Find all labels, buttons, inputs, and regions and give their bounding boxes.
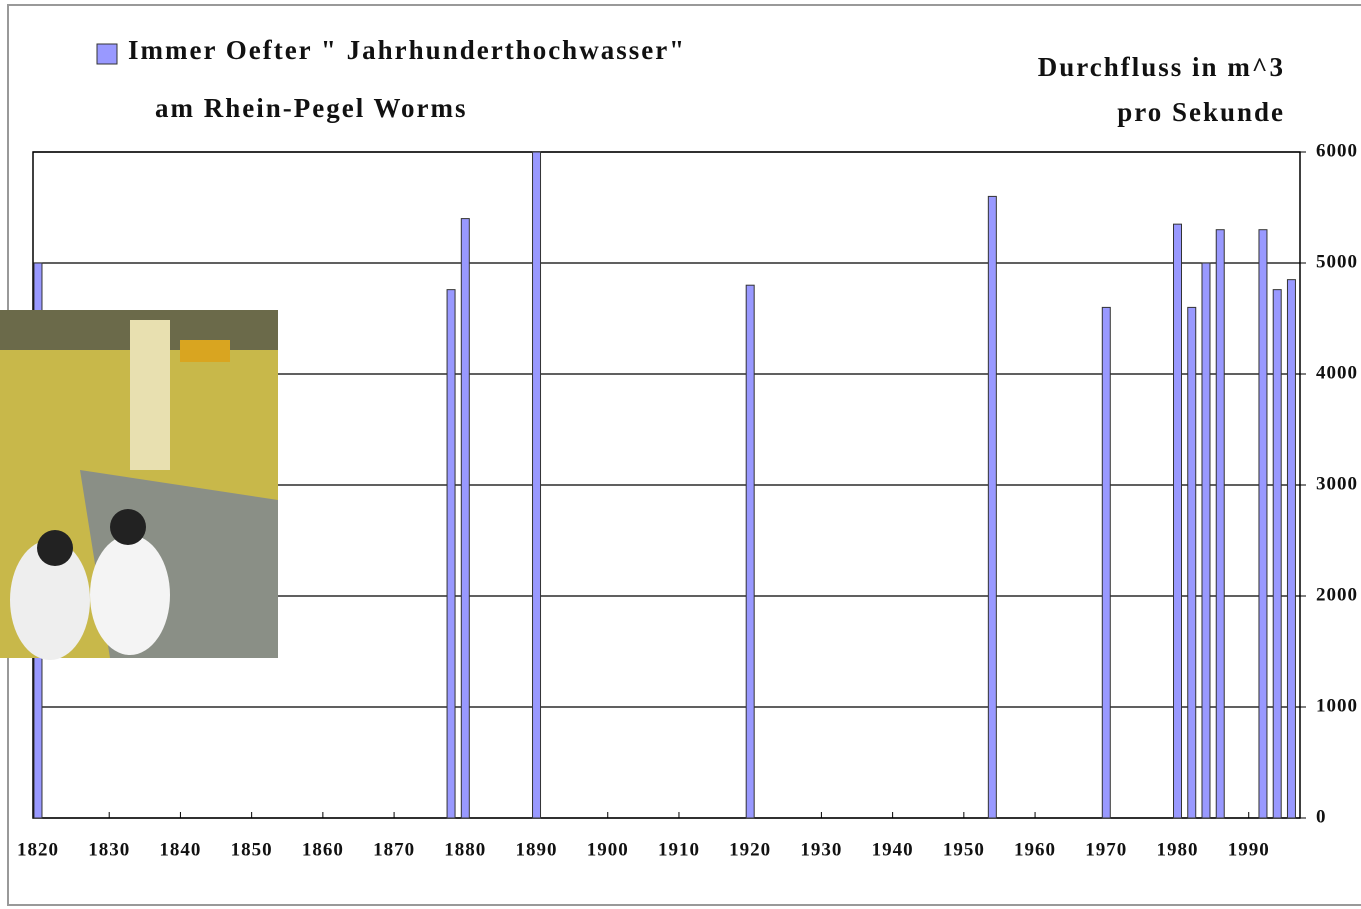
x-tick-label: 1840 — [159, 839, 201, 860]
subtitle: am Rhein-Pegel Worms — [155, 93, 467, 123]
photo-pillar — [130, 320, 170, 470]
bar — [1286, 279, 1296, 819]
x-tick-label: 1830 — [88, 839, 130, 860]
x-tick-label: 1910 — [658, 839, 700, 860]
x-tick-label: 1970 — [1085, 839, 1127, 860]
photo-person — [10, 540, 90, 660]
x-tick-label: 1990 — [1228, 839, 1270, 860]
legend-swatch — [96, 43, 118, 65]
bar — [460, 218, 470, 819]
x-tick-label: 1930 — [800, 839, 842, 860]
x-tick-label: 1920 — [729, 839, 771, 860]
x-tick-label: 1850 — [231, 839, 273, 860]
x-tick-label: 1860 — [302, 839, 344, 860]
bar — [1173, 223, 1183, 819]
bar — [987, 195, 997, 819]
x-tick-label: 1890 — [516, 839, 558, 860]
y-axis-label: Durchfluss in m^3 — [1038, 52, 1285, 82]
photo-sign — [180, 340, 230, 362]
bar — [1215, 229, 1225, 819]
y-tick-label: 4000 — [1316, 362, 1358, 383]
photo-head — [110, 509, 146, 545]
photo-person — [90, 535, 170, 655]
y-tick-label: 3000 — [1316, 473, 1358, 494]
bar — [1258, 229, 1268, 819]
bar — [1201, 262, 1211, 819]
x-tick-label: 1950 — [943, 839, 985, 860]
bar — [532, 151, 542, 819]
y-tick-label: 1000 — [1316, 695, 1358, 716]
x-tick-label: 1820 — [17, 839, 59, 860]
x-tick-label: 1940 — [872, 839, 914, 860]
x-tick-label: 1960 — [1014, 839, 1056, 860]
bar — [1272, 289, 1282, 819]
x-tick-label: 1870 — [373, 839, 415, 860]
x-tick-label: 1880 — [444, 839, 486, 860]
x-tick-label: 1980 — [1157, 839, 1199, 860]
bar — [1187, 306, 1197, 819]
y-tick-label: 0 — [1316, 806, 1327, 827]
y-tick-label: 2000 — [1316, 584, 1358, 605]
y-axis-label: pro Sekunde — [1117, 97, 1285, 127]
bar — [745, 284, 755, 819]
photo-head — [37, 530, 73, 566]
y-tick-label: 5000 — [1316, 251, 1358, 272]
inset-photo — [0, 310, 278, 660]
y-tick-label: 6000 — [1316, 140, 1358, 161]
bar — [1101, 306, 1111, 819]
x-tick-label: 1900 — [587, 839, 629, 860]
legend-label: Immer Oefter " Jahrhunderthochwasser" — [128, 35, 686, 65]
bar — [446, 289, 456, 819]
